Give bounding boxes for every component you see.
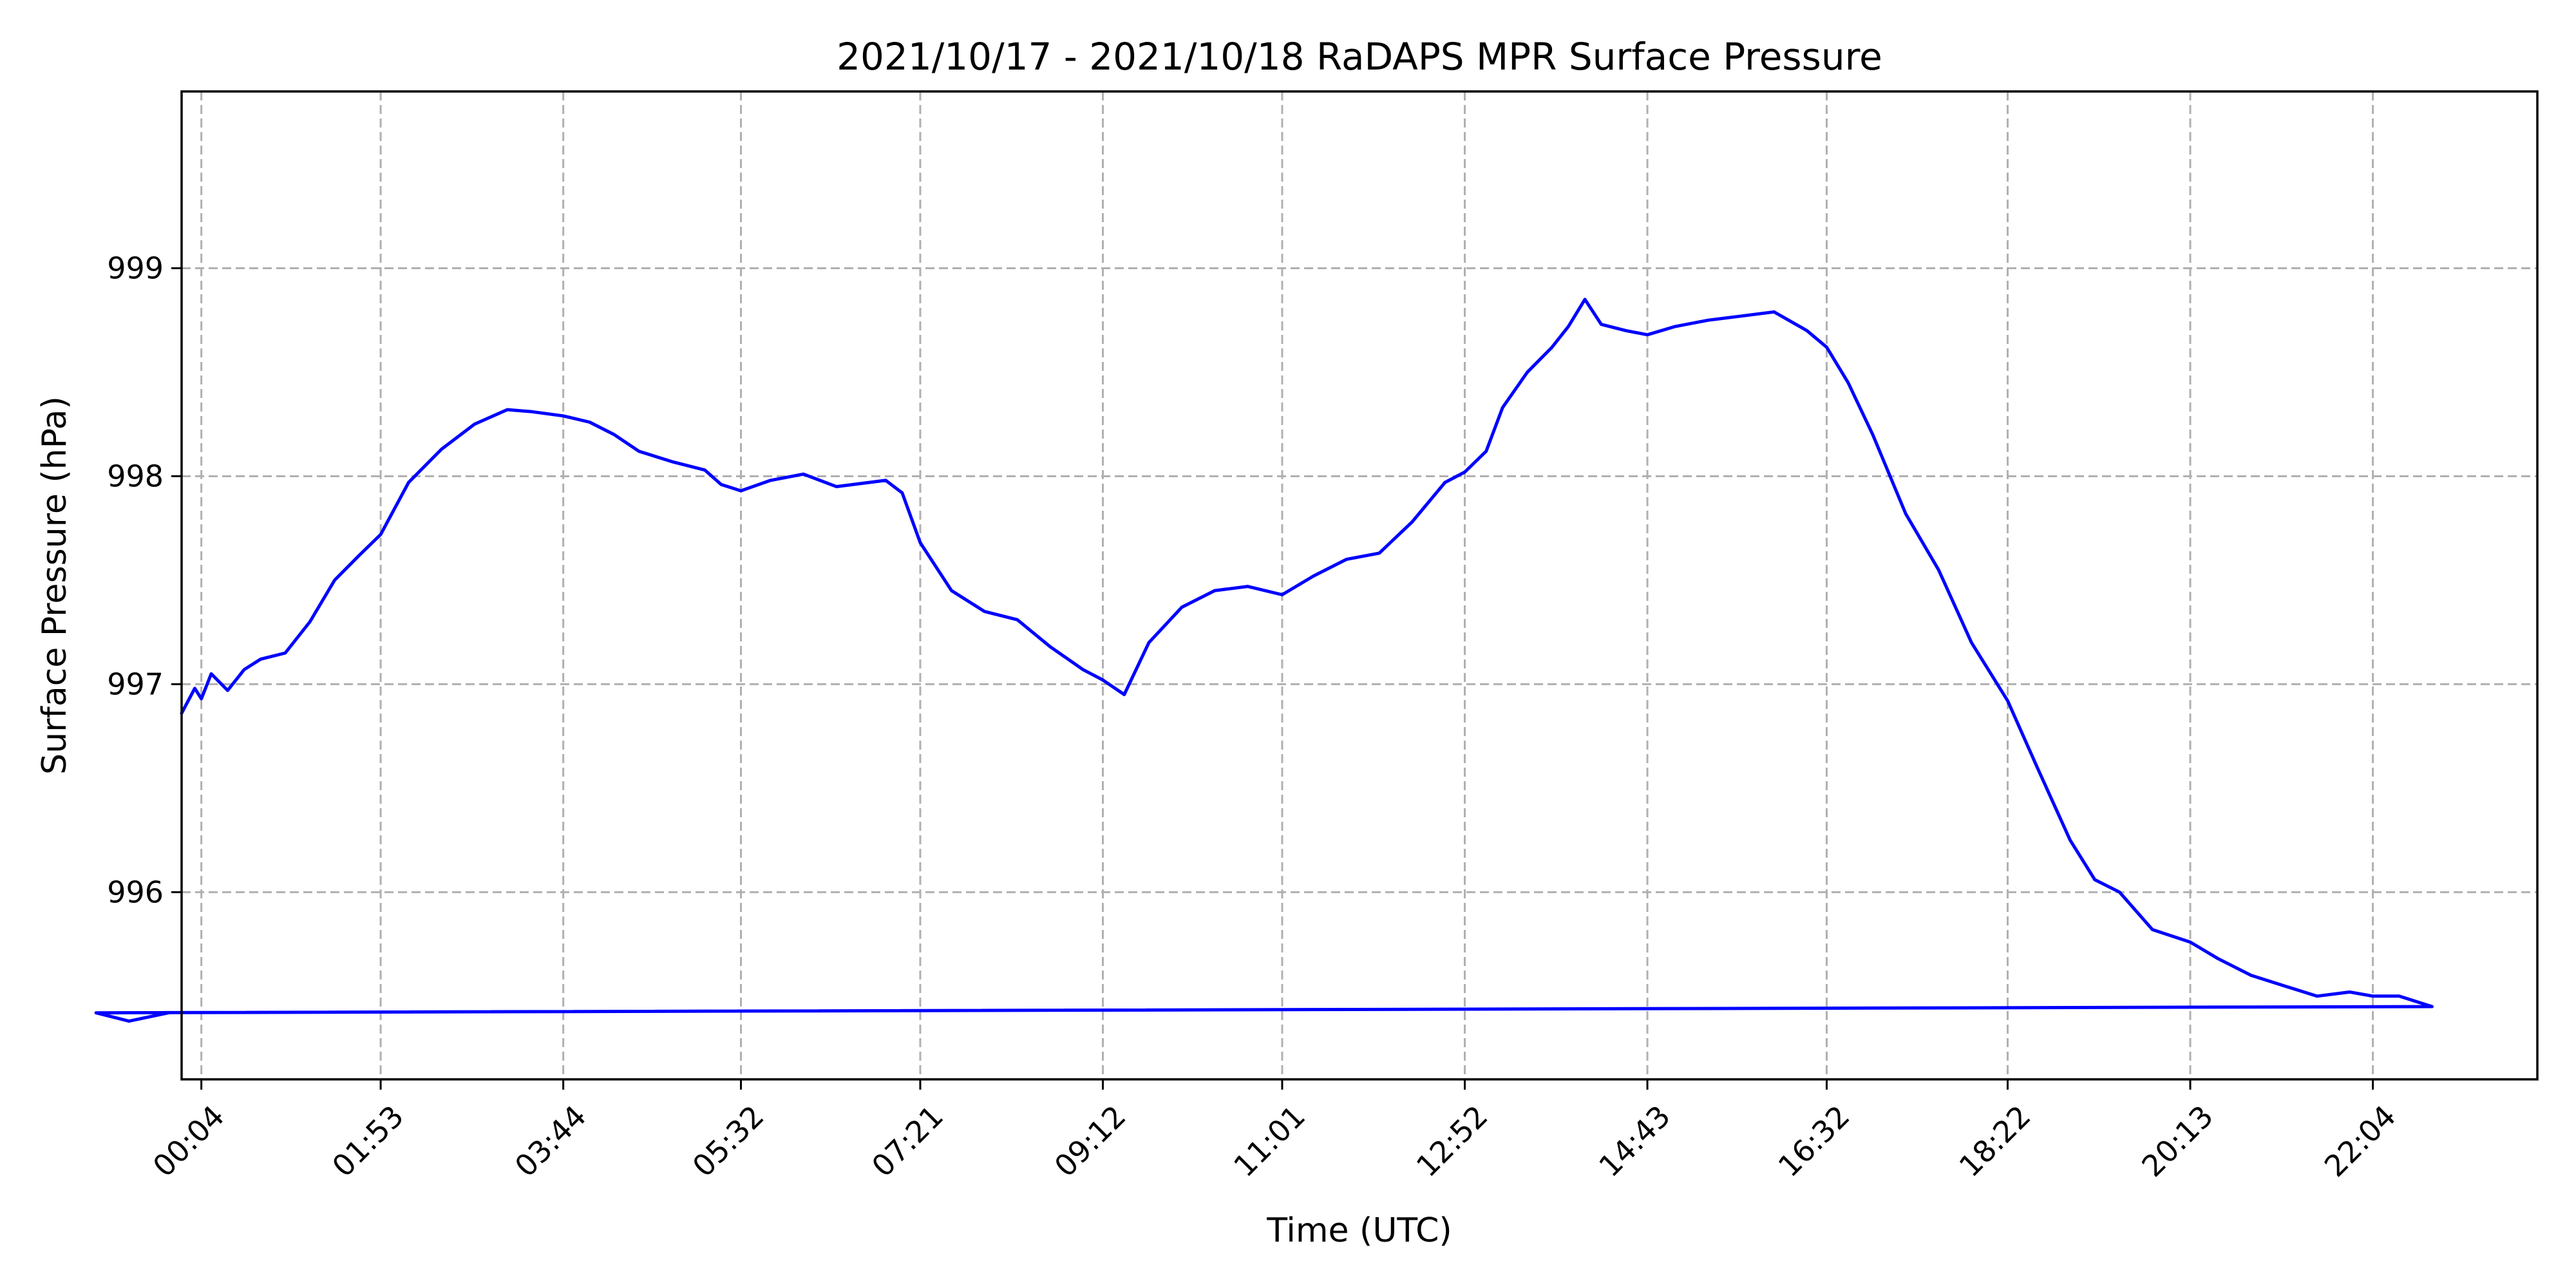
grid [182, 91, 2537, 1079]
pressure-series-line [94, 298, 2434, 1023]
y-tick-label: 997 [107, 667, 164, 701]
x-axis-label: Time (UTC) [1266, 1211, 1452, 1250]
y-tick-label: 998 [107, 459, 164, 493]
y-axis-label: Surface Pressure (hPa) [35, 396, 74, 775]
y-tick-label: 999 [107, 251, 164, 286]
plot-frame [180, 90, 2539, 1081]
chart-title: 2021/10/17 - 2021/10/18 RaDAPS MPR Surfa… [837, 35, 1882, 79]
series-layer [94, 298, 2434, 1023]
y-tick-label: 996 [107, 875, 164, 909]
